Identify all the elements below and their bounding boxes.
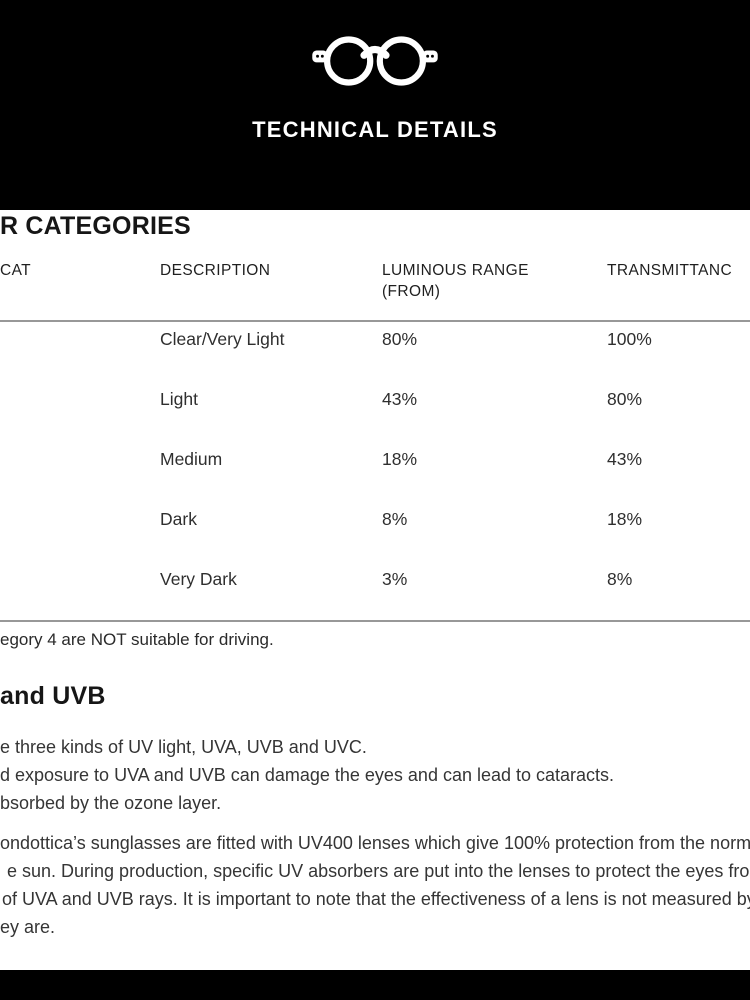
uv-paragraph-line: ey are. xyxy=(0,917,56,937)
page-title: TECHNICAL DETAILS xyxy=(252,117,498,142)
footer-band xyxy=(0,970,750,1000)
driving-note: egory 4 are NOT suitable for driving. xyxy=(0,630,274,649)
cell-transmittance: 80% xyxy=(607,389,643,409)
cell-transmittance: 43% xyxy=(607,449,643,469)
table-row: Dark 8% 18% xyxy=(0,509,750,533)
uv-paragraph-line: ondottica’s sunglasses are fitted with U… xyxy=(0,833,750,853)
table-top-rule xyxy=(0,320,750,322)
uv-text-line: bsorbed by the ozone layer. xyxy=(0,793,222,813)
cell-luminous-range: 8% xyxy=(382,509,408,529)
cell-description: Light xyxy=(160,389,198,409)
column-header-cat: CAT xyxy=(0,262,32,279)
uv-paragraph-line: e sun. During production, specific UV ab… xyxy=(7,861,750,881)
header-band: TECHNICAL DETAILS xyxy=(0,0,750,210)
table-row: Very Dark 3% 8% xyxy=(0,569,750,593)
cell-transmittance: 100% xyxy=(607,329,652,349)
cell-description: Dark xyxy=(160,509,197,529)
uv-paragraph-line: of UVA and UVB rays. It is important to … xyxy=(2,889,750,909)
cell-luminous-range: 80% xyxy=(382,329,418,349)
uv-text-line: d exposure to UVA and UVB can damage the… xyxy=(0,765,615,785)
cell-transmittance: 8% xyxy=(607,569,633,589)
table-row: Light 43% 80% xyxy=(0,389,750,413)
glasses-icon xyxy=(312,36,438,86)
cell-description: Very Dark xyxy=(160,569,237,589)
cell-luminous-range: 3% xyxy=(382,569,408,589)
cell-description: Clear/Very Light xyxy=(160,329,285,349)
uv-text-line: e three kinds of UV light, UVA, UVB and … xyxy=(0,737,367,757)
column-header-transmittance: TRANSMITTANC xyxy=(607,262,733,279)
column-header-description: DESCRIPTION xyxy=(160,262,271,279)
uv-section-heading: and UVB xyxy=(0,682,106,710)
table-bottom-rule xyxy=(0,620,750,622)
cell-luminous-range: 43% xyxy=(382,389,418,409)
column-header-luminous-range: LUMINOUS RANGE (FROM) xyxy=(382,262,529,300)
cell-transmittance: 18% xyxy=(607,509,643,529)
table-row: Clear/Very Light 80% 100% xyxy=(0,329,750,353)
table-row: Medium 18% 43% xyxy=(0,449,750,473)
cell-description: Medium xyxy=(160,449,223,469)
cell-luminous-range: 18% xyxy=(382,449,418,469)
filter-categories-heading: R CATEGORIES xyxy=(0,212,191,240)
